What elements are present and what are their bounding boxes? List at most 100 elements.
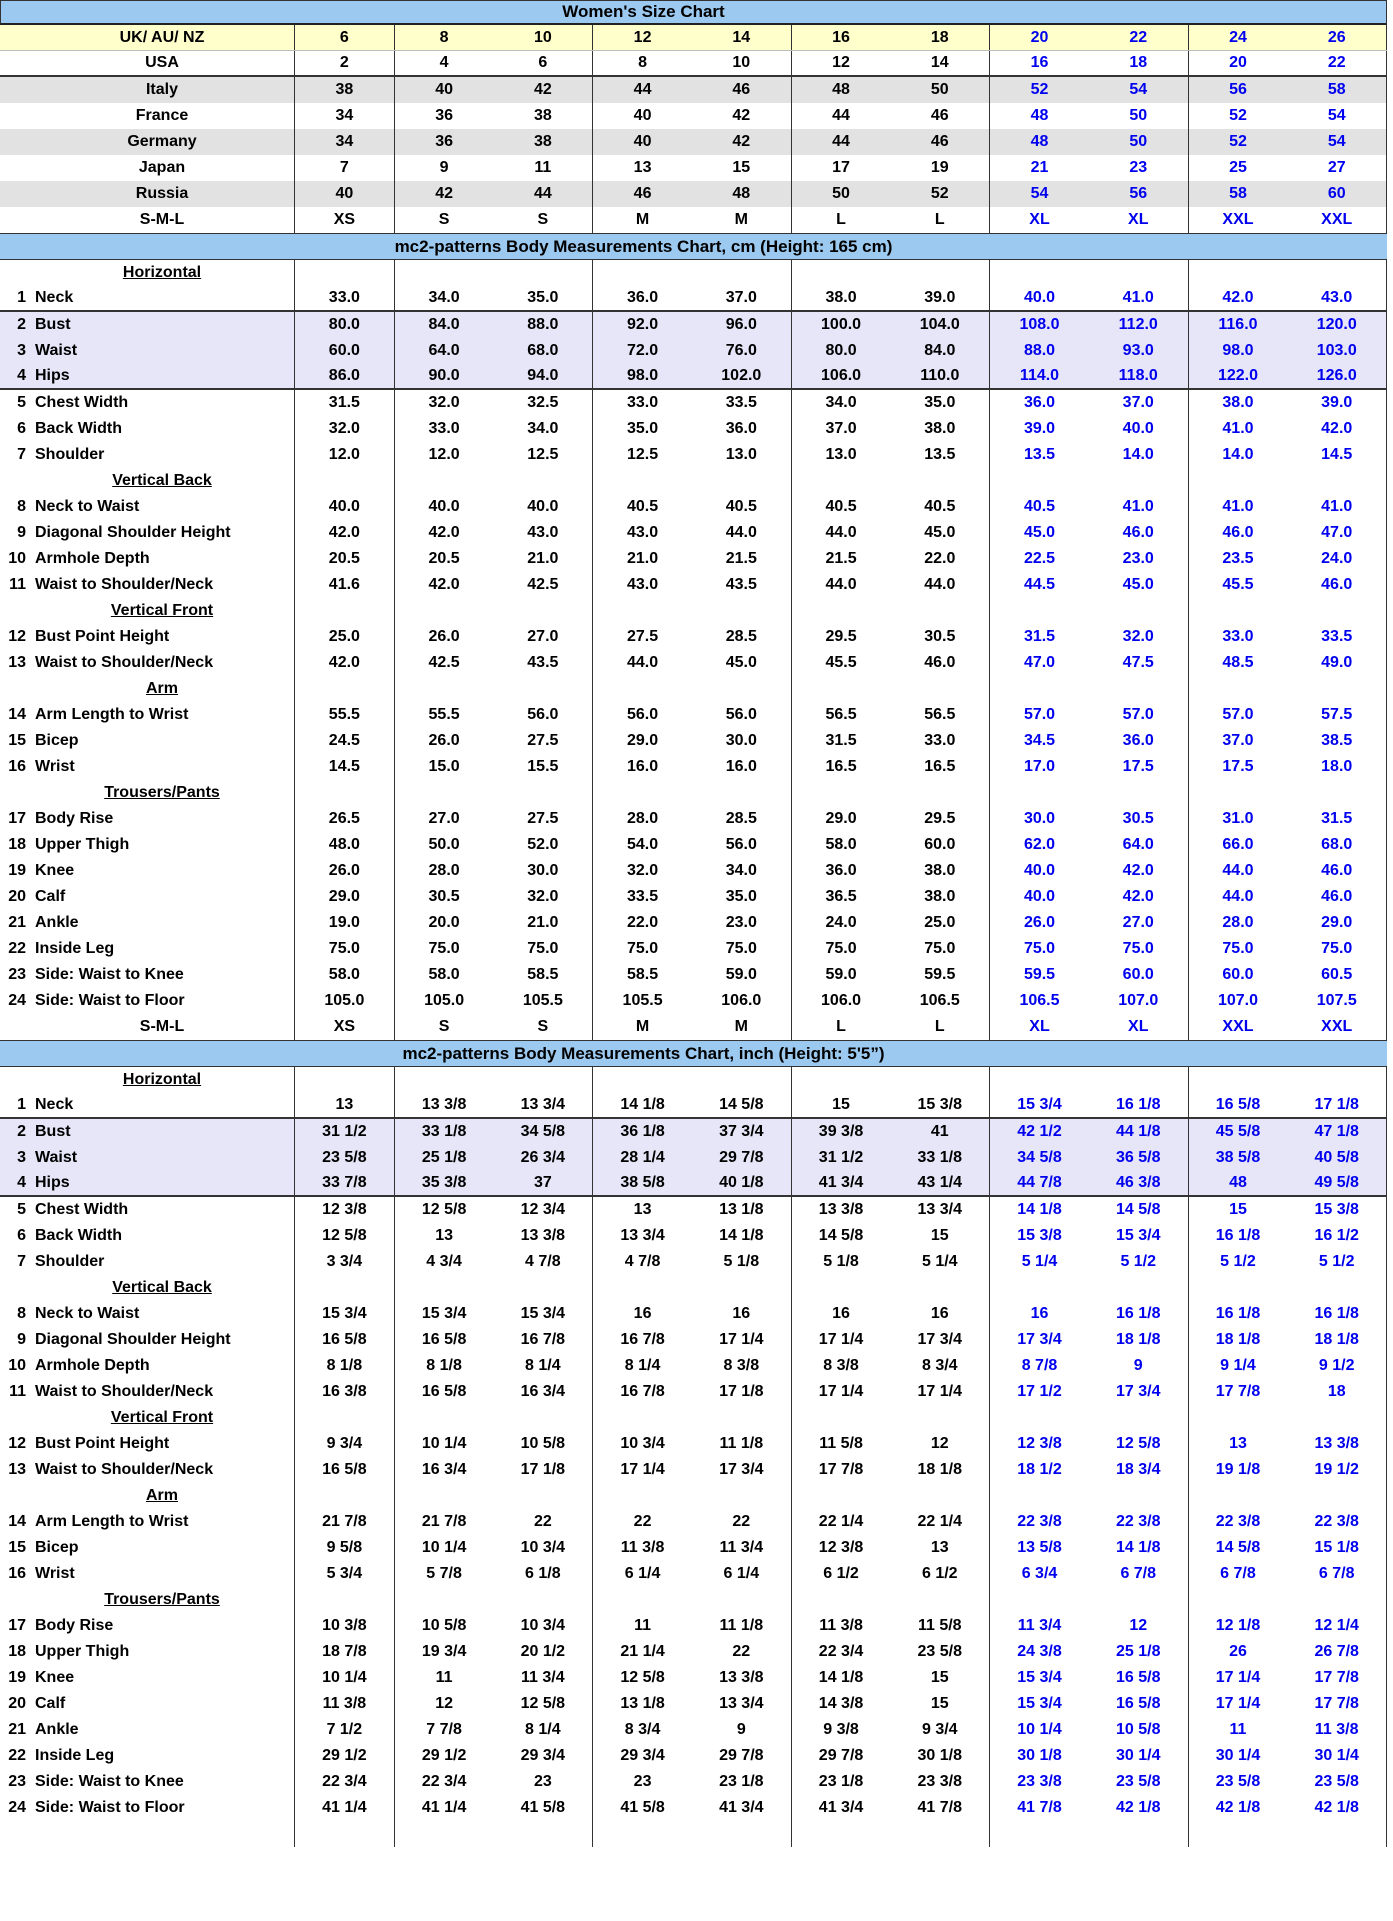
value-cell [493,260,594,286]
value-cell: 8 1/4 [624,1357,661,1374]
value-cell: 31.5 [295,390,395,416]
value-cell: 18 3/4 [1089,1457,1189,1483]
value-cell: 30.5 [890,624,991,650]
row-name: Ankle [35,914,79,931]
row-number: 5 [17,394,26,411]
value-cell: 37 [493,1171,594,1195]
value-cell: 23 [633,1773,652,1790]
value-cell: 45.5 [1222,576,1254,593]
value-cell: 56.0 [692,702,792,728]
value-cell: 41 1/4 [295,1795,395,1821]
value-cell [493,1067,594,1093]
row-label: Arm [0,1483,295,1509]
value-cell: 4 [439,54,449,71]
value-cell: 58.0 [825,836,857,853]
value-cell: 43.0 [493,520,594,546]
size-row: Japan 7 9 11 13 15 17 19 21 23 25 27 [0,155,1388,181]
value-cell: 40.0 [1023,289,1056,306]
value-cell [990,1405,1089,1431]
value-cell: 60 [1287,181,1388,207]
value-cell: 24.5 [295,728,395,754]
value-cell: 105.0 [295,988,395,1014]
section-row: Trousers/Pants [0,780,1388,806]
value-cell: 25.0 [295,624,395,650]
value-cell: 20 [1030,28,1049,46]
value-cell: 60.0 [1089,962,1189,988]
value-cell: 32.0 [493,884,594,910]
value-cell: 16 5/8 [421,1331,467,1348]
value-cell [493,598,594,624]
value-cell: 9 5/8 [295,1535,395,1561]
value-cell: 46 3/8 [1089,1171,1189,1195]
data-row: 24 Side: Waist to Floor 105.0 105.0 105.5 105… [0,988,1388,1014]
value-cell: 48 [692,181,792,207]
value-cell: 36.0 [627,289,659,306]
value-cell: 13.0 [692,442,792,468]
value-cell: 8 1/8 [295,1353,395,1379]
inch-measurement-rows: Horizontal 1 Neck 13 13 3/8 13 3/4 14 1/8 14 5/… [0,1067,1388,1847]
row-label: 6 Back Width [0,1223,295,1249]
value-cell [792,1067,891,1093]
value-cell [295,1067,395,1093]
value-cell: 16.5 [825,758,857,775]
data-row: 13 Waist to Shoulder/Neck 16 5/8 16 3/4 17 1… [0,1457,1388,1483]
value-cell [1089,1587,1189,1613]
value-cell: 47.5 [1089,650,1189,676]
value-cell: 16 [1030,54,1049,71]
row-label: Horizontal [0,1067,295,1093]
section-label: Horizontal [122,264,202,281]
value-cell: 24.0 [825,914,857,931]
value-cell: 88.0 [493,312,594,338]
data-row: 18 Upper Thigh 48.0 50.0 52.0 54.0 56.0 58.0 60.… [0,832,1388,858]
value-cell: 75.0 [295,936,395,962]
value-cell: 75.0 [428,940,460,957]
value-cell: 47 1/8 [1287,1119,1388,1145]
row-number: 9 [17,1331,26,1348]
value-cell: 8 3/4 [890,1353,991,1379]
value-cell: 13 [295,1093,395,1117]
value-cell: 12 [890,1431,991,1457]
value-cell: 40.0 [493,494,594,520]
row-number: 6 [17,420,26,437]
value-cell: 29 7/8 [692,1145,792,1171]
value-cell: 35.0 [627,420,659,437]
value-cell: 34.5 [1023,732,1056,749]
value-cell [395,1821,494,1847]
value-cell: 12.5 [493,442,594,468]
value-cell: 16 [633,1305,652,1322]
value-cell: 15 [832,1096,850,1113]
value-cell: 17 3/4 [1017,1331,1062,1348]
value-cell: 33.0 [890,728,991,754]
value-cell: 15 3/4 [493,1301,594,1327]
row-label: Vertical Front [0,1405,295,1431]
value-cell: 13 5/8 [1017,1539,1062,1556]
value-cell: 22 3/8 [1215,1513,1261,1530]
data-row: 4 Hips 86.0 90.0 94.0 98.0 102.0 106.0 110.0 114.… [0,364,1388,390]
value-cell: 40.5 [1023,498,1056,515]
row-name: Upper Thigh [35,836,130,853]
value-cell: 42.0 [295,520,395,546]
value-cell: 11 1/8 [692,1431,792,1457]
value-cell [990,1275,1089,1301]
value-cell: 47.0 [1023,654,1056,671]
row-label: Vertical Front [0,598,295,624]
value-cell: 17 1/8 [692,1379,792,1405]
row-label: 3 Waist [0,338,295,364]
value-cell: 36 5/8 [1089,1145,1189,1171]
value-cell [395,1275,494,1301]
value-cell: 29.0 [627,732,659,749]
value-cell [295,676,395,702]
value-cell: 23.0 [692,910,792,936]
data-row: 14 Arm Length to Wrist 55.5 55.5 56.0 56.0 56.… [0,702,1388,728]
value-cell: 52 [1030,81,1049,98]
value-cell: 26 7/8 [1287,1639,1388,1665]
value-cell: S [438,1018,450,1035]
value-cell: 17 1/4 [1215,1669,1261,1686]
value-cell: S [493,207,594,233]
row-label: 2 Bust [0,312,295,338]
value-cell: 30.5 [1089,806,1189,832]
value-cell: 13 3/8 [493,1223,594,1249]
value-cell: 106.0 [692,988,792,1014]
value-cell: 126.0 [1287,364,1388,388]
data-row: 12 Bust Point Height 25.0 26.0 27.0 27.5 28.5 2… [0,624,1388,650]
